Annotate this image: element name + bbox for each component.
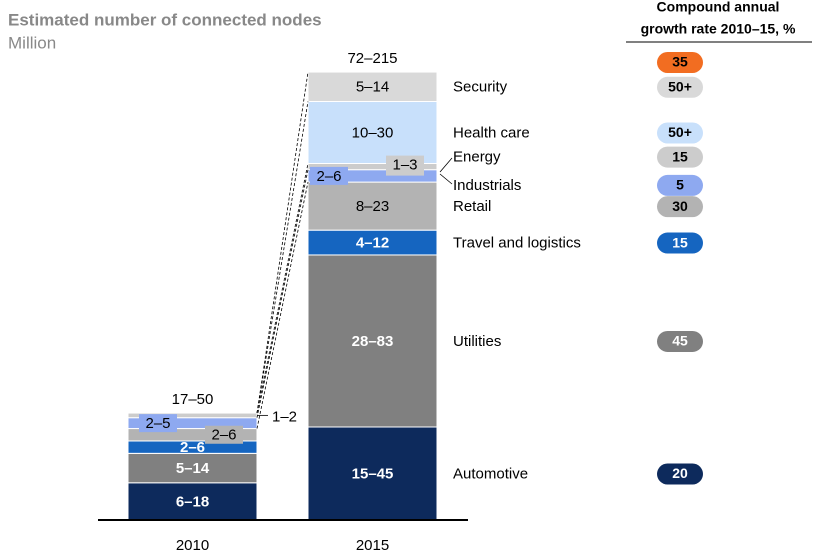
value-label: 1–3 <box>392 157 417 174</box>
growth-pill <box>657 174 703 196</box>
growth-pill <box>657 330 703 352</box>
growth-value: 50+ <box>668 78 692 94</box>
growth-value: 35 <box>672 54 688 70</box>
growth-pill <box>657 76 703 98</box>
leader <box>439 157 453 173</box>
value-label: 6–18 <box>176 493 209 510</box>
growth-pill <box>657 232 703 254</box>
value-label: 2–5 <box>145 415 170 432</box>
value-label: 2–6 <box>211 427 236 444</box>
series-name: Security <box>453 79 508 96</box>
connector <box>256 71 309 414</box>
value-label: 2–6 <box>316 168 341 185</box>
series-name: Automotive <box>453 465 528 482</box>
growth-value: 5 <box>676 177 684 193</box>
label-box <box>386 155 424 176</box>
value-label: 4–12 <box>356 235 389 252</box>
value-label: 15–45 <box>352 465 394 482</box>
growth-value: 45 <box>672 333 688 349</box>
value-label: 28–83 <box>352 333 394 350</box>
growth-header: Compound annual <box>657 0 780 15</box>
value-label: 2–6 <box>180 439 205 456</box>
series-name: Travel and logistics <box>453 235 581 252</box>
series-name: Utilities <box>453 333 501 350</box>
growth-pill <box>657 196 703 218</box>
connector <box>256 169 309 418</box>
bar-segment <box>307 71 438 103</box>
growth-pill <box>657 146 703 168</box>
connector <box>256 163 309 414</box>
growth-value: 30 <box>672 198 688 214</box>
growth-pill <box>657 52 703 73</box>
series-name: Industrials <box>453 177 521 194</box>
bar-segment <box>307 181 438 231</box>
growth-value: 15 <box>672 148 688 164</box>
label-box <box>139 414 177 433</box>
total-label: 72–215 <box>347 50 397 67</box>
connector <box>256 101 309 414</box>
growth-value: 15 <box>672 234 688 250</box>
total-label: 17–50 <box>172 391 214 408</box>
bar-segment <box>307 229 438 256</box>
chart-subtitle: Million <box>8 33 56 52</box>
series-name: Energy <box>453 149 501 166</box>
growth-pill <box>657 122 703 144</box>
growth-value: 50+ <box>668 124 692 140</box>
value-label: 5–14 <box>176 460 210 477</box>
leader <box>439 173 453 185</box>
growth-value: 20 <box>672 465 688 481</box>
series-name: Retail <box>453 198 491 215</box>
growth-header: growth rate 2010–15, % <box>641 21 796 37</box>
value-label: 1–2 <box>272 408 297 425</box>
label-box <box>205 425 243 444</box>
chart-title: Estimated number of connected nodes <box>8 10 322 29</box>
x-tick-label: 2015 <box>356 537 389 554</box>
bar-segment <box>307 254 438 428</box>
value-label: 8–23 <box>356 198 389 215</box>
growth-pill <box>657 463 703 485</box>
value-label: 10–30 <box>352 124 394 141</box>
bar-segment <box>127 452 258 484</box>
label-box <box>310 166 348 185</box>
x-tick-label: 2010 <box>176 537 209 554</box>
series-name: Health care <box>453 124 530 141</box>
connector <box>256 182 309 429</box>
value-label: 5–14 <box>356 79 389 96</box>
